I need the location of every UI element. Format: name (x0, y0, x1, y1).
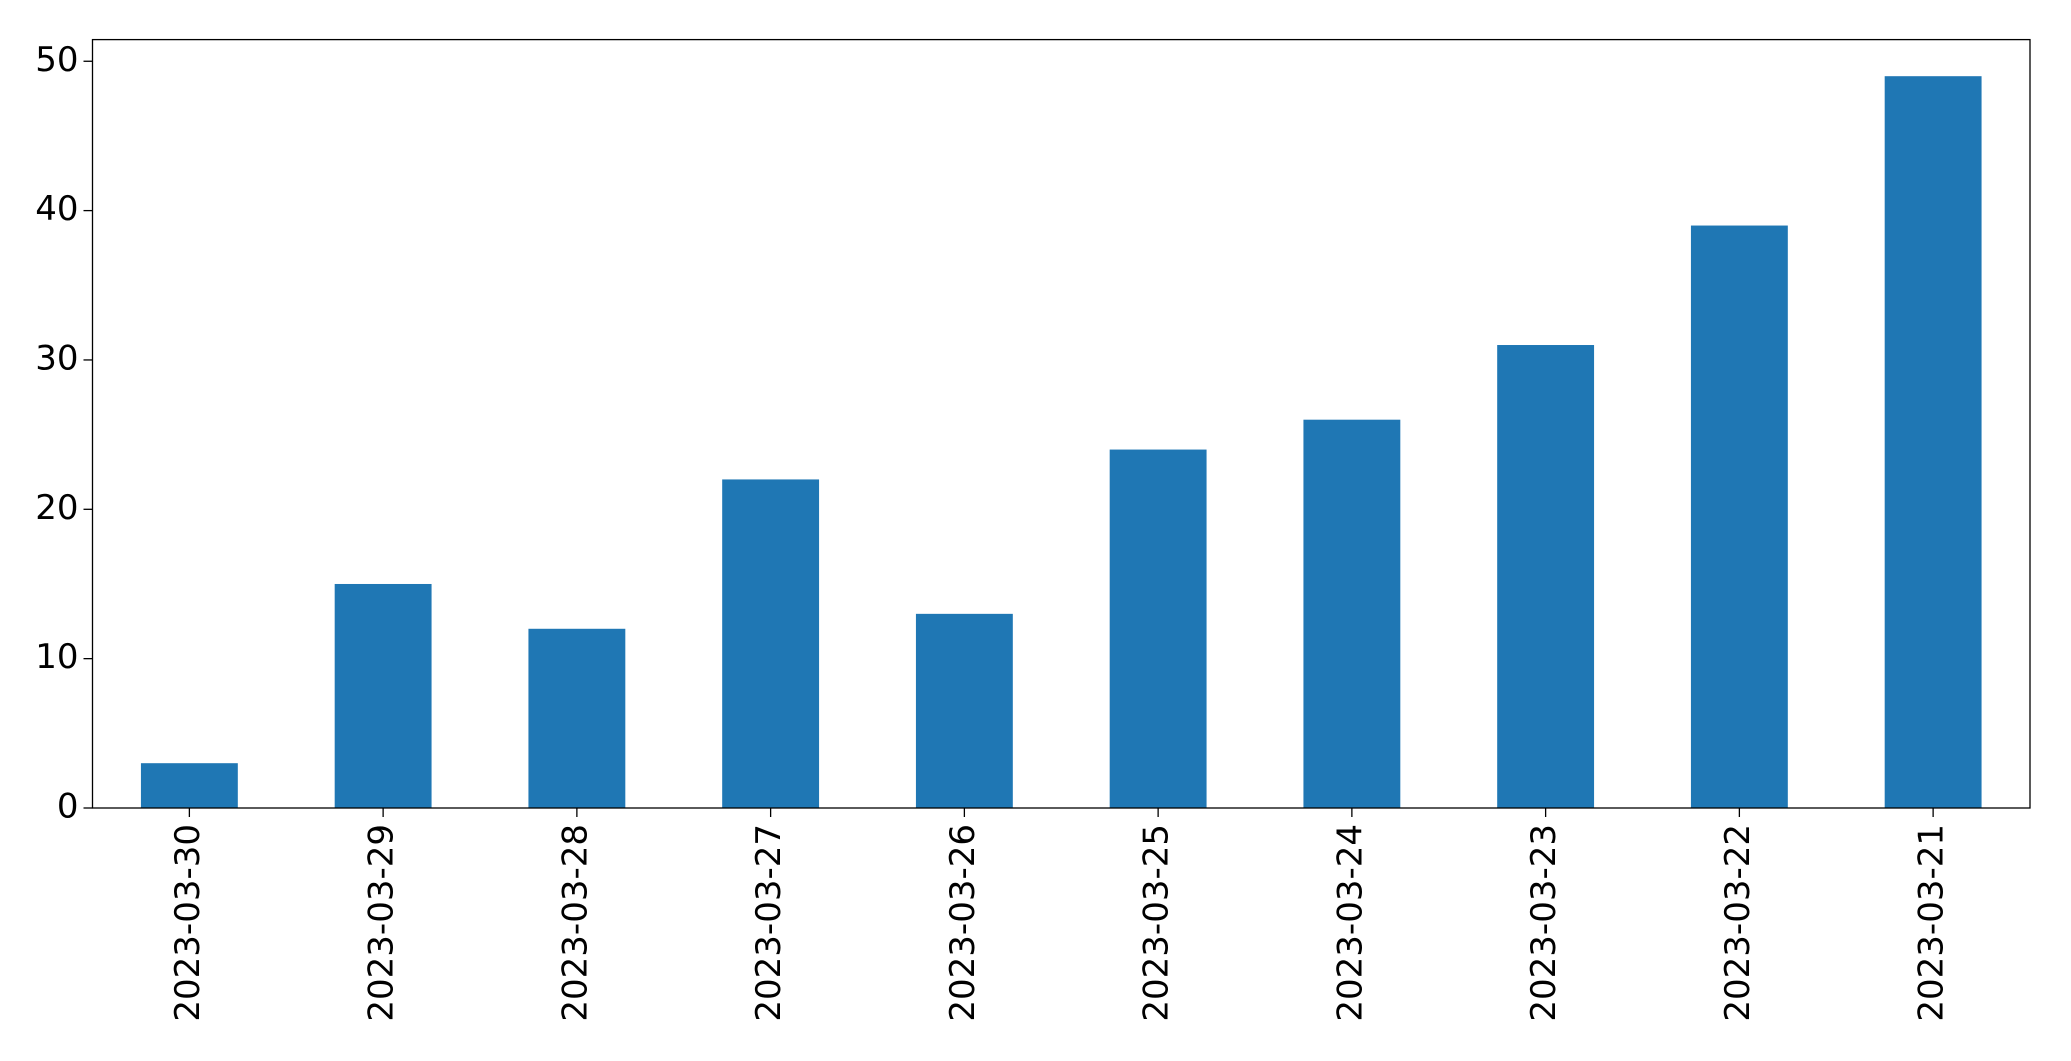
x-tick-label: 2023-03-22 (1718, 824, 1758, 1022)
x-tick-label: 2023-03-27 (749, 824, 789, 1022)
bar (1109, 449, 1207, 808)
axes-frame (91, 38, 2031, 809)
y-tick-label: 0 (57, 787, 79, 827)
x-tick-label: 2023-03-26 (943, 824, 983, 1022)
y-tick-label: 40 (35, 189, 78, 229)
bar (722, 479, 820, 808)
y-tick-label: 50 (35, 40, 78, 80)
bar (528, 628, 626, 808)
bar (140, 763, 238, 808)
x-tick-label: 2023-03-29 (362, 824, 402, 1022)
bar (1303, 419, 1401, 808)
bar (915, 613, 1013, 808)
y-tick-label: 10 (35, 637, 78, 677)
bar (1497, 345, 1595, 808)
x-tick-label: 2023-03-30 (168, 824, 208, 1022)
x-tick-label: 2023-03-24 (1330, 824, 1370, 1022)
y-tick-label: 30 (35, 338, 78, 378)
bar (1690, 225, 1788, 808)
x-tick-label: 2023-03-21 (1912, 824, 1952, 1022)
x-tick-label: 2023-03-25 (1137, 824, 1177, 1022)
x-tick-label: 2023-03-28 (555, 824, 595, 1022)
bar (334, 583, 432, 808)
x-tick-label: 2023-03-23 (1524, 824, 1564, 1022)
bar (1884, 76, 1982, 808)
y-tick-label: 20 (35, 488, 78, 528)
